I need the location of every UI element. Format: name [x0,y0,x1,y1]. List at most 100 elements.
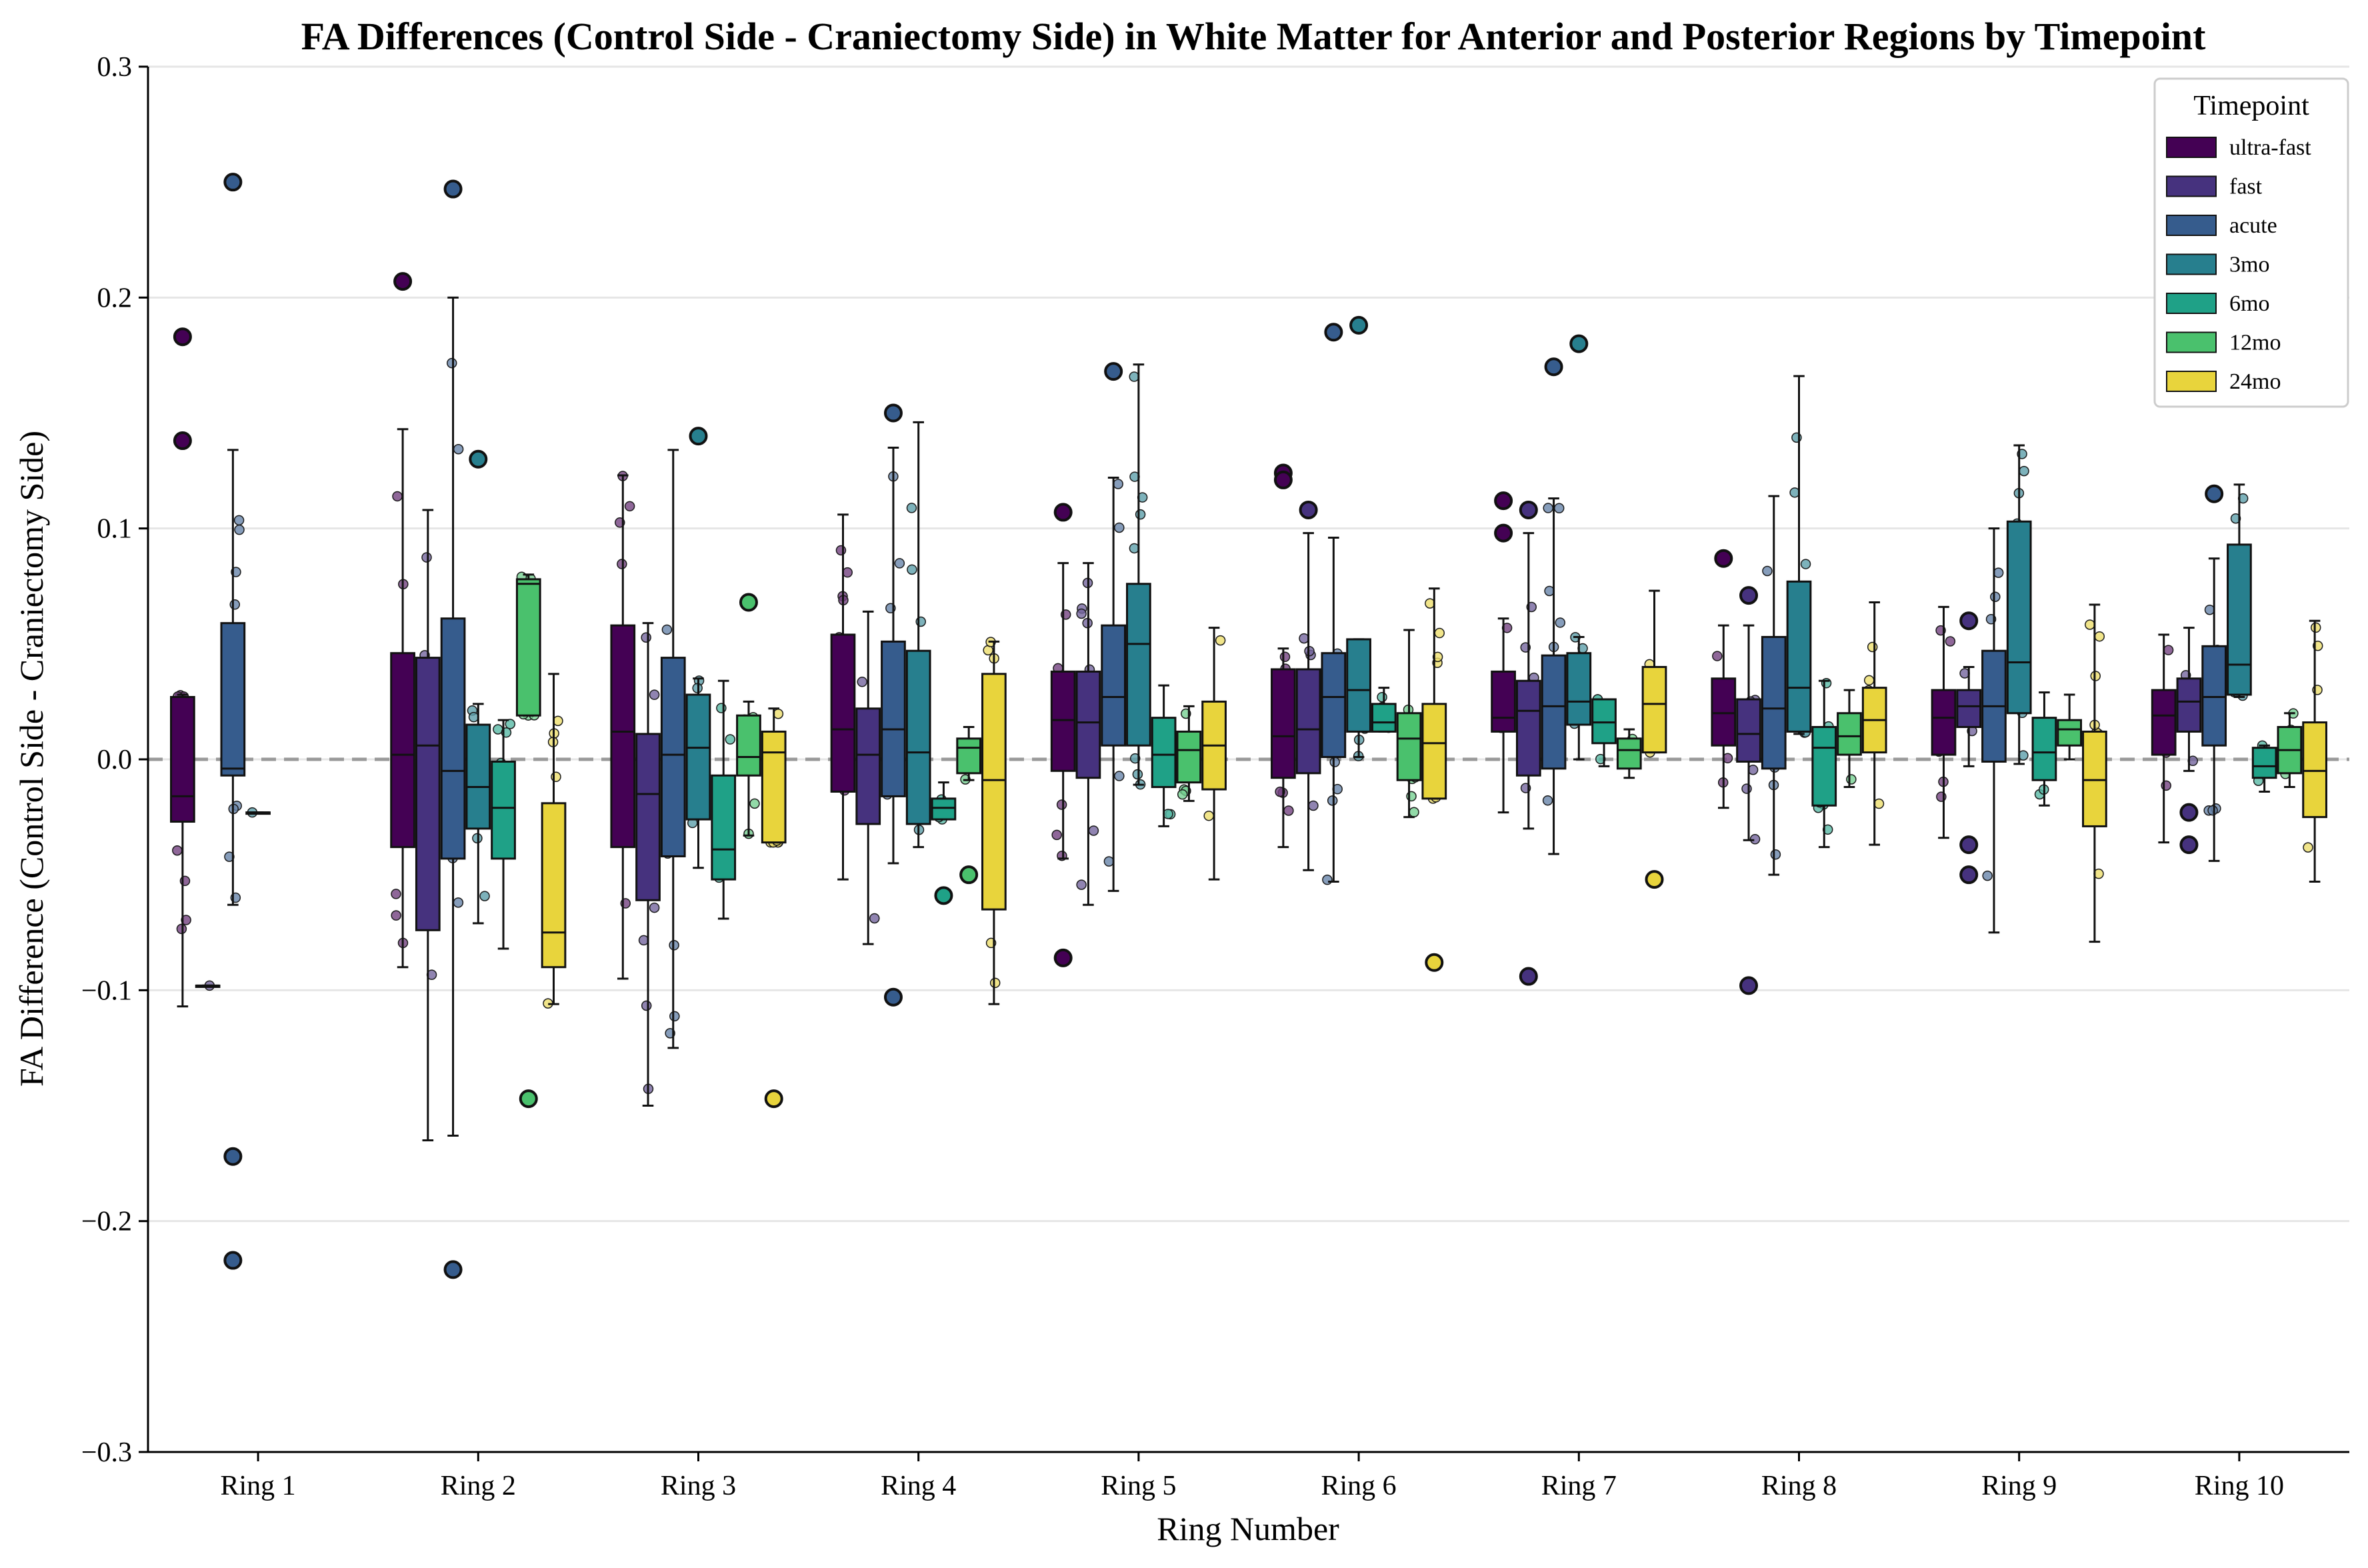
box-body [660,657,686,857]
outlier-marker [689,427,708,446]
outlier-marker [1104,362,1123,381]
box-body [1421,703,1447,800]
strip-point [716,703,727,713]
strip-point [1283,805,1294,816]
x-tick-label: Ring 10 [2195,1471,2284,1501]
box-body [1736,698,1761,763]
strip-point [1114,771,1125,781]
box-fast [1075,562,1101,906]
outlier-marker [1494,523,1513,543]
strip-point [1800,559,1811,569]
box-24mo [981,640,1007,1005]
box-body [635,733,661,901]
y-tick-label: −0.2 [81,1207,132,1237]
strip-point [624,501,635,512]
strip-point [1543,503,1553,513]
strip-point [1329,757,1340,767]
outlier-marker [883,987,903,1007]
strip-point [1863,675,1875,686]
outlier-marker [1053,948,1073,967]
strip-point [1322,874,1333,885]
box-fast [2176,627,2202,855]
box-ultra-fast [1711,549,1737,809]
box-body [1541,654,1567,770]
box-24mo [1861,601,1887,846]
strip-point [1299,633,1309,644]
outlier-marker [1739,586,1759,605]
legend-label: fast [2229,175,2263,199]
box-body [2057,719,2083,747]
box-3mo [905,421,931,849]
strip-point [835,545,847,556]
legend-title: Timepoint [2193,91,2309,121]
box-ultra-fast [1050,503,1076,967]
box-body [220,622,246,777]
outlier-marker [1569,334,1589,353]
strip-point [749,798,760,809]
strip-point [468,711,479,723]
legend: Timepoint ultra-fast fast acute 3mo 6mo 12mo 2… [2153,77,2349,408]
legend-label: 6mo [2229,291,2269,316]
strip-point [641,1000,652,1011]
box-acute [1981,527,2007,934]
box-body [390,652,415,849]
outlier-marker [959,865,979,885]
strip-point [1993,567,2004,578]
strip-point [1425,598,1435,609]
box-body [1126,583,1151,747]
box-acute [1761,495,1787,876]
box-ultra-fast [610,474,636,980]
box-3mo [2006,444,2032,765]
strip-point [1770,849,1781,860]
box-acute [1541,357,1567,855]
box-fast [1515,500,1541,986]
legend-label: 3mo [2229,253,2269,277]
box-acute [220,173,246,1270]
box-body [1786,580,1812,733]
box-24mo [541,673,567,1005]
strip-point [447,357,457,369]
strip-point [1982,870,1993,881]
box-body [956,737,982,775]
box-body [2302,721,2327,819]
strip-point [649,689,660,700]
box-body [2227,543,2252,696]
strip-point [1873,798,1885,809]
box-body [685,693,711,821]
chart-title: FA Differences (Control Side - Craniecto… [301,15,2206,58]
strip-point [725,734,736,745]
box-acute [1101,362,1127,892]
strip-point [906,503,917,513]
strip-point [505,719,516,729]
outlier-marker [1273,470,1293,489]
box-24mo [2302,619,2327,883]
box-body [1591,698,1617,745]
box-24mo [1641,589,1667,889]
outlier-marker [1959,865,1979,885]
strip-point [1129,371,1140,382]
box-body [440,617,466,860]
box-fast [1736,586,1761,995]
legend-swatch [2166,253,2217,275]
outlier-marker [1053,503,1073,522]
box-24mo [1421,587,1447,972]
box-3mo [245,811,271,815]
box-body [1371,703,1397,733]
x-tick-label: Ring 5 [1101,1471,1176,1501]
box-ultra-fast [1491,491,1516,814]
box-6mo [2031,691,2057,807]
outlier-marker [223,1147,243,1166]
strip-point [1308,800,1319,811]
strip-point [453,444,464,455]
outlier-marker [1959,611,1979,631]
box-3mo [1126,363,1151,786]
y-tick-label: 0.0 [97,745,133,775]
box-12mo [736,593,761,837]
box-ultra-fast [1931,605,1957,839]
strip-point [773,708,784,719]
box-body [610,624,636,849]
box-24mo [1201,627,1227,881]
box-body [2151,689,2177,756]
box-body [830,633,856,793]
box-body [2176,677,2202,733]
